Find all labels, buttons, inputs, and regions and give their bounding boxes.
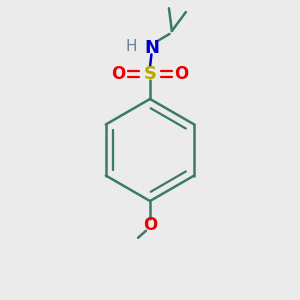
Text: S: S — [143, 65, 157, 83]
Text: O: O — [143, 216, 157, 234]
Text: O: O — [174, 65, 189, 83]
Text: H: H — [126, 39, 137, 54]
Text: O: O — [111, 65, 126, 83]
Text: N: N — [144, 39, 159, 57]
